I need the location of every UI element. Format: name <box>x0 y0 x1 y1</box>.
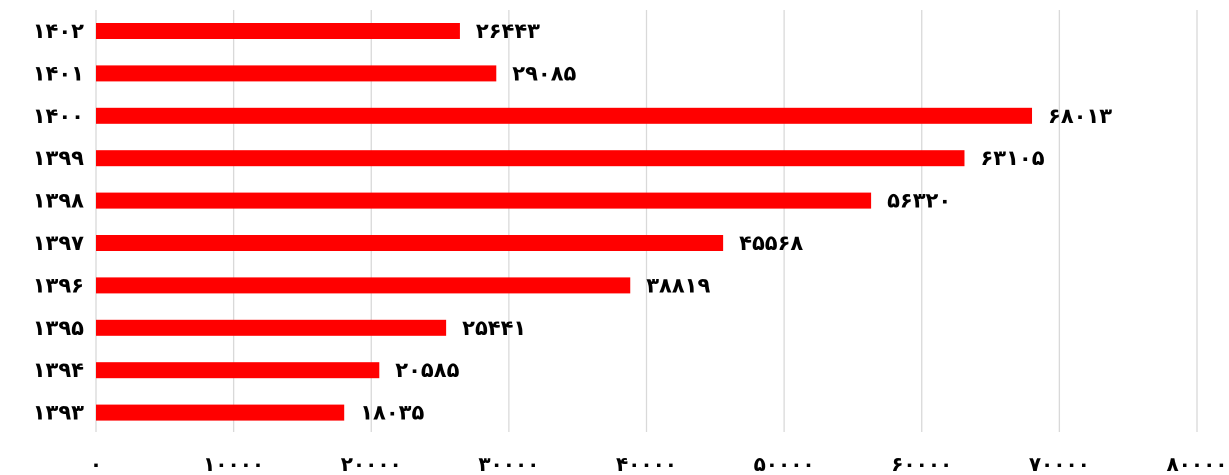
category-label: ۱۴۰۰ <box>33 104 84 128</box>
bar <box>96 23 460 39</box>
bar <box>96 107 1033 124</box>
category-label: ۱۳۹۳ <box>33 401 84 425</box>
category-label: ۱۳۹۷ <box>33 231 84 255</box>
category-label: ۱۳۹۸ <box>33 189 84 213</box>
bar <box>96 192 872 209</box>
bar <box>96 235 724 251</box>
category-label: ۱۴۰۱ <box>33 61 84 85</box>
data-label: ۲۵۴۴۱ <box>462 316 526 340</box>
data-label: ۳۸۸۱۹ <box>646 273 710 297</box>
data-label: ۲۶۴۴۳ <box>476 19 540 43</box>
data-label: ۲۹۰۸۵ <box>512 61 576 85</box>
category-labels: ۱۴۰۲ ۱۴۰۱ ۱۴۰۰ ۱۳۹۹ ۱۳۹۸ ۱۳۹۷ ۱۳۹۶ ۱۳۹۵ ۱۳۹۴ ۱۳۹۳ <box>33 19 84 425</box>
x-tick-label: ۷۰۰۰۰ <box>1029 452 1090 475</box>
category-label: ۱۳۹۹ <box>33 146 84 170</box>
category-label: ۱۳۹۶ <box>33 273 84 297</box>
x-tick-label: ۱۰۰۰۰ <box>203 452 264 475</box>
category-label: ۱۳۹۴ <box>33 358 84 382</box>
x-tick-label: ۸۰۰۰۰ <box>1166 452 1227 475</box>
data-label: ۶۸۰۱۳ <box>1048 104 1112 128</box>
bar <box>96 150 965 167</box>
data-label: ۵۶۳۲۰ <box>887 189 951 213</box>
bar <box>96 404 345 421</box>
category-label: ۱۴۰۲ <box>33 19 84 43</box>
bars <box>96 23 1033 421</box>
x-tick-label: ۴۰۰۰۰ <box>616 452 677 475</box>
data-label: ۶۳۱۰۵ <box>980 146 1044 170</box>
x-tick-label: ۲۰۰۰۰ <box>341 452 402 475</box>
x-tick-label: ۵۰۰۰۰ <box>754 452 815 475</box>
bar <box>96 65 497 82</box>
bar <box>96 362 380 379</box>
data-label: ۱۸۰۳۵ <box>360 401 424 425</box>
category-label: ۱۳۹۵ <box>33 316 84 340</box>
data-label: ۲۰۵۸۵ <box>395 358 459 382</box>
x-tick-label: ۳۰۰۰۰ <box>478 452 539 475</box>
x-tick-label: ۶۰۰۰۰ <box>891 452 952 475</box>
x-tick-label: ۰ <box>90 452 102 475</box>
data-label: ۴۵۵۶۸ <box>739 231 803 255</box>
bar <box>96 319 447 336</box>
bar <box>96 277 631 294</box>
x-axis-tick-labels: ۰ ۱۰۰۰۰ ۲۰۰۰۰ ۳۰۰۰۰ ۴۰۰۰۰ ۵۰۰۰۰ ۶۰۰۰۰ ۷۰۰۰۰ ۸۰۰۰… <box>90 452 1228 475</box>
